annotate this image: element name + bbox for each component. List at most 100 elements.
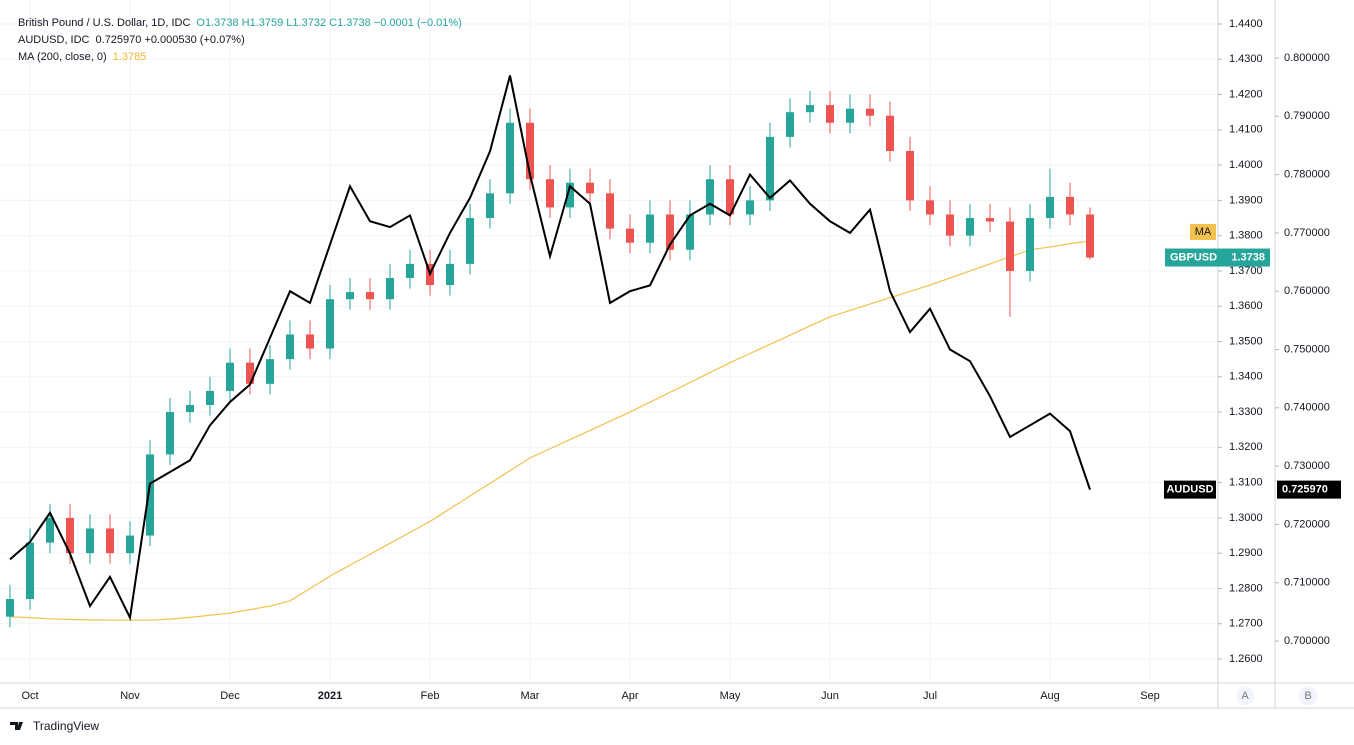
ma-tag [1190,223,1216,240]
candle-body [566,182,574,208]
candle-body [886,115,894,151]
scale-button[interactable] [1236,687,1254,705]
candle-body [1086,214,1094,258]
candle-body [526,122,534,180]
y-tick-label: 1.4300 [1229,53,1263,65]
candle-body [46,517,54,543]
y-tick-label: 1.3500 [1229,335,1263,347]
candle-body [606,193,614,229]
scale-button-label[interactable]: B [1304,690,1311,702]
price-tag-name: GBPUSD [1170,251,1217,263]
y-tick-label: 1.2800 [1229,582,1263,594]
candle-body [226,362,234,391]
candle-body [1026,218,1034,271]
candle-body [726,179,734,215]
x-tick-label: Mar [521,690,540,702]
scale-button-label[interactable]: A [1241,690,1249,702]
y-tick-label: 1.3900 [1229,194,1263,206]
candle-body [626,228,634,243]
candle-body [126,535,134,554]
y2-tick-label: 0.720000 [1284,518,1330,530]
line-series [9,240,1091,621]
candle-body [706,179,714,215]
candle-body [806,105,814,113]
y-tick-label: 1.3700 [1229,265,1263,277]
y-tick-label: 1.2600 [1229,653,1263,665]
brand-logo [10,722,23,730]
y-tick-label: 1.2900 [1229,547,1263,559]
candle-body [186,405,194,413]
y-tick-label: 1.3300 [1229,406,1263,418]
candle-body [206,390,214,406]
y2-tick-label: 0.770000 [1284,227,1330,239]
candle-body [286,334,294,360]
candle-body [1066,196,1074,215]
aud-tag-name: AUDUSD [1166,484,1213,496]
x-tick-label: 2021 [318,690,342,702]
y2-tick-label: 0.760000 [1284,285,1330,297]
candle-body [246,362,254,384]
y2-tick-label: 0.730000 [1284,460,1330,472]
candle-body [166,412,174,455]
candle-body [646,214,654,243]
x-tick-label: Sep [1140,690,1160,702]
candle-body [106,528,114,554]
y-tick-label: 1.3400 [1229,371,1263,383]
brand: TradingView [33,719,99,733]
y2-tick-label: 0.710000 [1284,577,1330,589]
x-tick-label: Apr [621,690,638,702]
x-tick-label: May [720,690,741,702]
candle-body [86,528,94,554]
scale-button[interactable] [1299,687,1317,705]
candle-body [986,218,994,222]
candle-body [386,277,394,300]
y-tick-label: 1.4400 [1229,18,1263,30]
legend-values: 0.725970 +0.000530 (+0.07%) [96,34,245,46]
y2-tick-label: 0.700000 [1284,635,1330,647]
y2-tick-label: 0.800000 [1284,52,1330,64]
candle-body [666,214,674,250]
candle-body [366,292,374,300]
candle-body [306,334,314,349]
candle-body [746,200,754,215]
candle-body [906,150,914,201]
x-tick-label: Oct [21,690,38,702]
aud-value-tag [1277,480,1341,499]
x-tick-label: Aug [1040,690,1060,702]
legend-title: British Pound / U.S. Dollar, 1D, IDC O1.3… [18,17,462,29]
candle-body [6,599,14,617]
y-tick-label: 1.2700 [1229,618,1263,630]
candle-body [66,517,74,554]
y-tick-label: 1.3800 [1229,230,1263,242]
candle-body [586,182,594,194]
y2-tick-label: 0.780000 [1284,169,1330,181]
ma-tag-name: MA [1195,226,1212,238]
y2-tick-label: 0.750000 [1284,343,1330,355]
candle-body [1006,221,1014,271]
legend-title: MA (200, close, 0) 1.3785 [18,51,146,63]
y2-tick-label: 0.790000 [1284,110,1330,122]
candle-body [826,105,834,123]
x-tick-label: Dec [220,690,240,702]
candle-body [406,263,414,278]
candle-body [546,179,554,208]
candle-body [846,108,854,123]
x-tick-label: Jul [923,690,937,702]
legend-values: 1.3785 [113,51,147,63]
candle-body [786,112,794,137]
candle-body [326,299,334,349]
x-tick-label: Feb [421,690,440,702]
candle-body [506,122,514,194]
aud-value: 0.725970 [1282,484,1328,496]
candle-body [966,218,974,236]
y-tick-label: 1.3100 [1229,477,1263,489]
candle-body [946,214,954,236]
y-tick-label: 1.4200 [1229,88,1263,100]
x-tick-label: Nov [120,690,140,702]
legend-name: MA (200, close, 0) [18,51,107,63]
candle-body [486,193,494,219]
candle-body [466,218,474,264]
candle-body [926,200,934,215]
